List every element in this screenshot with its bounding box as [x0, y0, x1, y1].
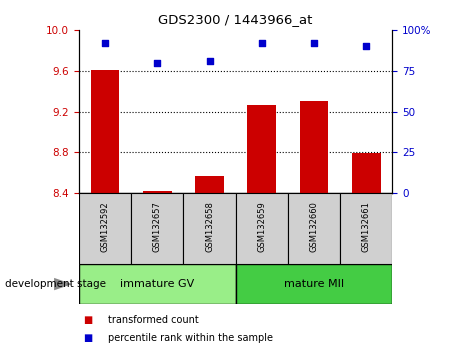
Text: ■: ■ [83, 315, 93, 325]
Text: GSM132658: GSM132658 [205, 201, 214, 252]
Bar [248, 105, 276, 193]
Bar [236, 193, 288, 264]
Bar [91, 70, 120, 193]
Point [363, 44, 370, 49]
Text: GSM132592: GSM132592 [101, 201, 110, 252]
Bar [79, 193, 131, 264]
Text: GSM132657: GSM132657 [153, 201, 162, 252]
Text: GSM132660: GSM132660 [309, 201, 318, 252]
Bar [340, 193, 392, 264]
Bar [352, 153, 381, 193]
Bar [143, 191, 172, 193]
Point [206, 58, 213, 64]
Title: GDS2300 / 1443966_at: GDS2300 / 1443966_at [158, 13, 313, 26]
Text: immature GV: immature GV [120, 279, 194, 289]
Point [154, 60, 161, 65]
Bar [195, 176, 224, 193]
Bar [131, 193, 184, 264]
Text: transformed count: transformed count [108, 315, 199, 325]
Bar [79, 264, 236, 304]
Text: mature MII: mature MII [284, 279, 344, 289]
Text: percentile rank within the sample: percentile rank within the sample [108, 333, 273, 343]
Text: development stage: development stage [5, 279, 106, 289]
Polygon shape [54, 278, 72, 290]
Bar [184, 193, 236, 264]
Text: ■: ■ [83, 333, 93, 343]
Bar [299, 101, 328, 193]
Point [101, 40, 109, 46]
Bar [288, 193, 340, 264]
Bar [236, 264, 392, 304]
Text: GSM132659: GSM132659 [257, 201, 266, 252]
Point [258, 40, 265, 46]
Text: GSM132661: GSM132661 [362, 201, 371, 252]
Point [310, 40, 318, 46]
